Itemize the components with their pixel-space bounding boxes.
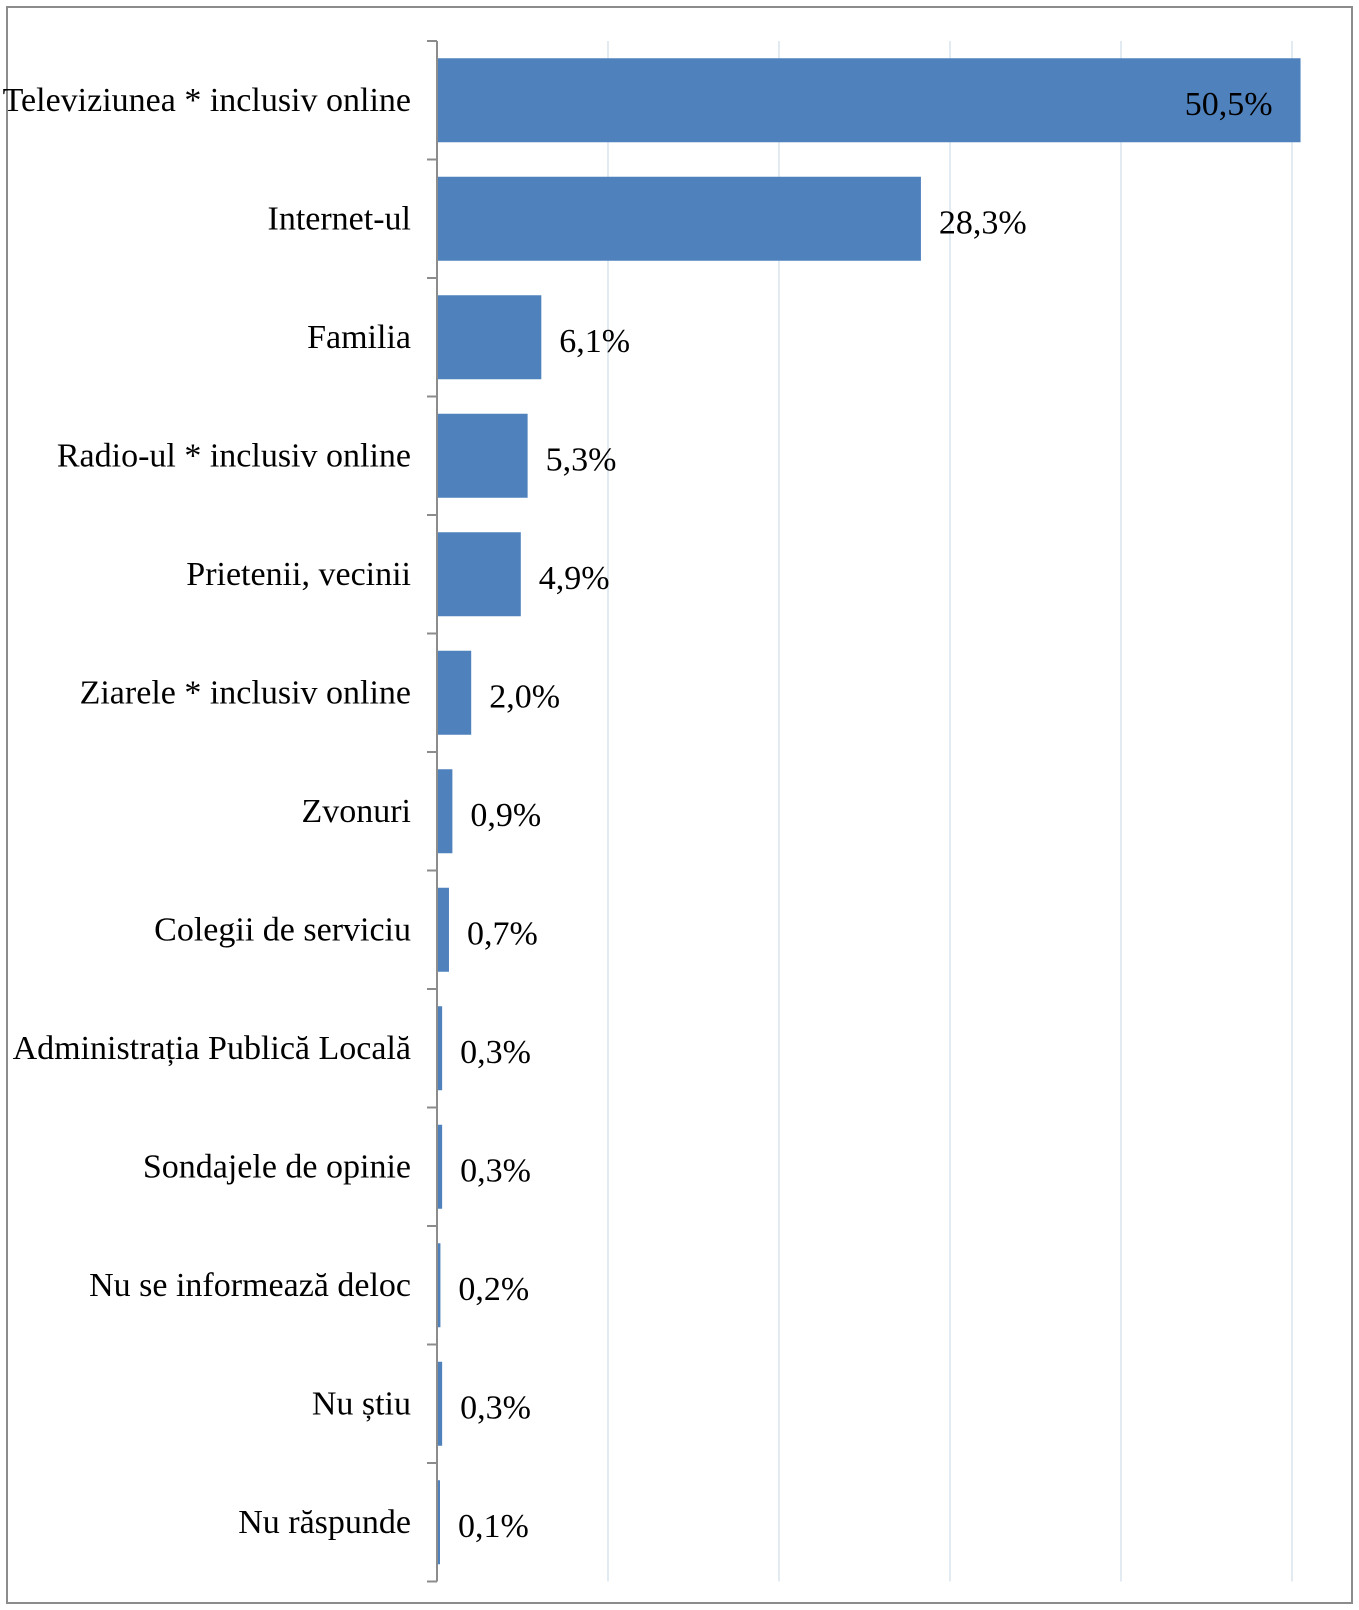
category-label: Nu știu bbox=[312, 1385, 411, 1422]
category-label: Zvonuri bbox=[301, 793, 411, 830]
value-label: 0,3% bbox=[460, 1034, 531, 1071]
bar bbox=[437, 650, 472, 735]
value-label: 0,3% bbox=[460, 1152, 531, 1189]
category-axis bbox=[427, 40, 438, 1583]
bars bbox=[437, 58, 1301, 1565]
bar bbox=[437, 1243, 441, 1328]
value-label: 0,9% bbox=[470, 797, 541, 834]
bar bbox=[437, 1124, 443, 1209]
category-label: Radio-ul * inclusiv online bbox=[57, 437, 411, 474]
bar bbox=[437, 413, 528, 498]
bar bbox=[437, 295, 542, 380]
value-label: 50,5% bbox=[1185, 86, 1273, 123]
value-label: 28,3% bbox=[939, 204, 1027, 241]
category-label: Sondajele de opinie bbox=[143, 1148, 411, 1185]
value-label: 0,2% bbox=[458, 1271, 529, 1308]
category-label: Nu se informează deloc bbox=[89, 1267, 411, 1304]
value-label: 0,7% bbox=[467, 915, 538, 952]
bar bbox=[437, 769, 453, 854]
gridlines bbox=[607, 41, 1293, 1582]
category-label: Prietenii, vecinii bbox=[186, 556, 411, 593]
value-label: 2,0% bbox=[489, 678, 560, 715]
bar bbox=[437, 1006, 443, 1091]
bar bbox=[437, 887, 449, 972]
category-label: Administrația Publică Locală bbox=[13, 1030, 411, 1067]
category-label: Familia bbox=[307, 319, 411, 356]
category-label: Nu răspunde bbox=[238, 1504, 411, 1541]
bar bbox=[437, 532, 521, 617]
bar bbox=[437, 58, 1301, 143]
chart-frame bbox=[6, 6, 1353, 1604]
value-label: 5,3% bbox=[546, 441, 617, 478]
category-label: Ziarele * inclusiv online bbox=[80, 674, 411, 711]
labels: Televiziunea * inclusiv online 50,5% Inter… bbox=[3, 82, 1273, 1545]
category-label: Internet-ul bbox=[268, 200, 412, 237]
bar bbox=[437, 1480, 440, 1565]
category-label: Televiziunea * inclusiv online bbox=[3, 82, 411, 119]
value-label: 6,1% bbox=[559, 323, 630, 360]
bar bbox=[437, 1361, 443, 1446]
category-label: Colegii de serviciu bbox=[154, 911, 411, 948]
value-label: 4,9% bbox=[539, 560, 610, 597]
value-label: 0,1% bbox=[458, 1508, 529, 1545]
value-label: 0,3% bbox=[460, 1389, 531, 1426]
bar bbox=[437, 176, 921, 261]
